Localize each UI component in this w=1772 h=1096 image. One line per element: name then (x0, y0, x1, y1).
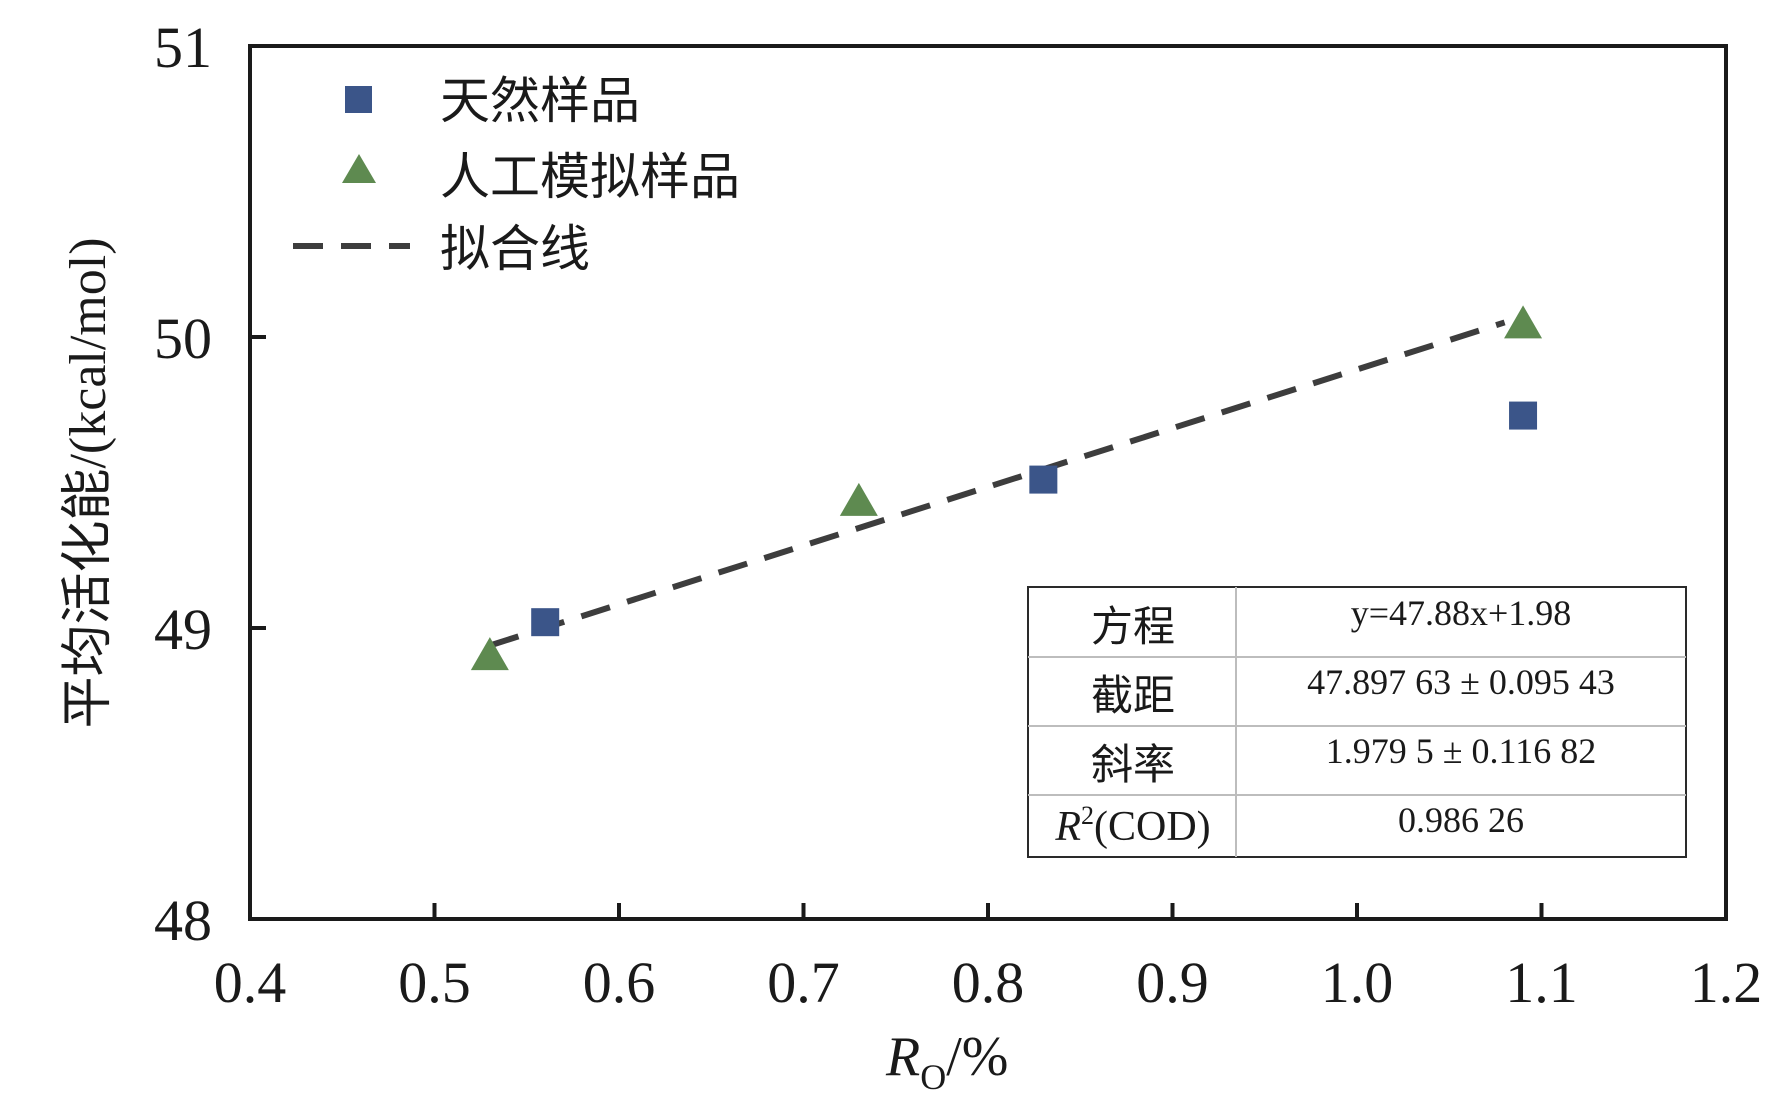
r2-label-main: R (1054, 804, 1081, 850)
x-tick-label: 0.8 (952, 950, 1025, 1015)
point-triangle (1504, 305, 1543, 339)
fit-table-value-r2: 0.986 26 (1398, 800, 1524, 840)
r2-label-rest: (COD) (1094, 804, 1211, 850)
y-tick-label: 49 (154, 597, 212, 662)
x-tick-label: 0.9 (1136, 950, 1209, 1015)
point-square (1509, 401, 1538, 430)
x-axis: 0.4 0.5 0.6 0.7 0.8 0.9 1.0 1.1 1.2 (214, 903, 1763, 1015)
x-tick-label: 1.2 (1690, 950, 1763, 1015)
point-triangle (839, 482, 878, 516)
fit-table-border (1027, 586, 1687, 858)
x-axis-title-sub: O (920, 1057, 946, 1096)
data-points (470, 305, 1543, 671)
fit-table-value-intercept: 47.897 63 ± 0.095 43 (1307, 662, 1615, 702)
x-axis-title: RO/% (885, 1026, 1008, 1096)
x-axis-title-unit: /% (946, 1026, 1008, 1088)
point-square (1029, 465, 1058, 494)
x-tick-label: 0.6 (583, 950, 656, 1015)
y-tick-label: 48 (154, 888, 212, 953)
legend: 天然样品 人工模拟样品 拟合线 (293, 72, 740, 278)
y-axis-title: 平均活化能/(kcal/mol) (60, 237, 117, 728)
fit-table-value-slope: 1.979 5 ± 0.116 82 (1326, 731, 1596, 771)
fit-table-label-r2: R2(COD) (1054, 801, 1210, 850)
point-square (531, 608, 560, 637)
point-triangle (470, 637, 509, 671)
x-axis-title-main: R (885, 1026, 920, 1088)
fit-table-label-intercept: 截距 (1091, 671, 1175, 720)
r2-label-sup: 2 (1081, 801, 1094, 830)
x-tick-label: 1.1 (1505, 950, 1578, 1015)
x-tick-label: 0.5 (398, 950, 471, 1015)
fit-table-label-equation: 方程 (1091, 602, 1175, 651)
y-axis: 48 49 50 51 (154, 15, 266, 953)
legend-label-fit: 拟合线 (440, 220, 590, 278)
y-tick-label: 50 (154, 306, 212, 371)
fit-table-label-slope: 斜率 (1091, 740, 1175, 789)
fit-table: 方程 截距 斜率 R2(COD) y=47.88x+1.98 47.897 63… (1027, 586, 1687, 858)
fit-table-value-equation: y=47.88x+1.98 (1351, 593, 1572, 633)
y-tick-label: 51 (154, 15, 212, 80)
legend-marker-square (345, 86, 372, 113)
x-tick-label: 0.4 (214, 950, 287, 1015)
x-tick-label: 1.0 (1321, 950, 1394, 1015)
legend-label-natural: 天然样品 (440, 72, 640, 130)
legend-marker-triangle (342, 154, 376, 183)
fit-line (488, 319, 1506, 649)
legend-label-simulated: 人工模拟样品 (440, 148, 740, 206)
x-tick-label: 0.7 (767, 950, 840, 1015)
